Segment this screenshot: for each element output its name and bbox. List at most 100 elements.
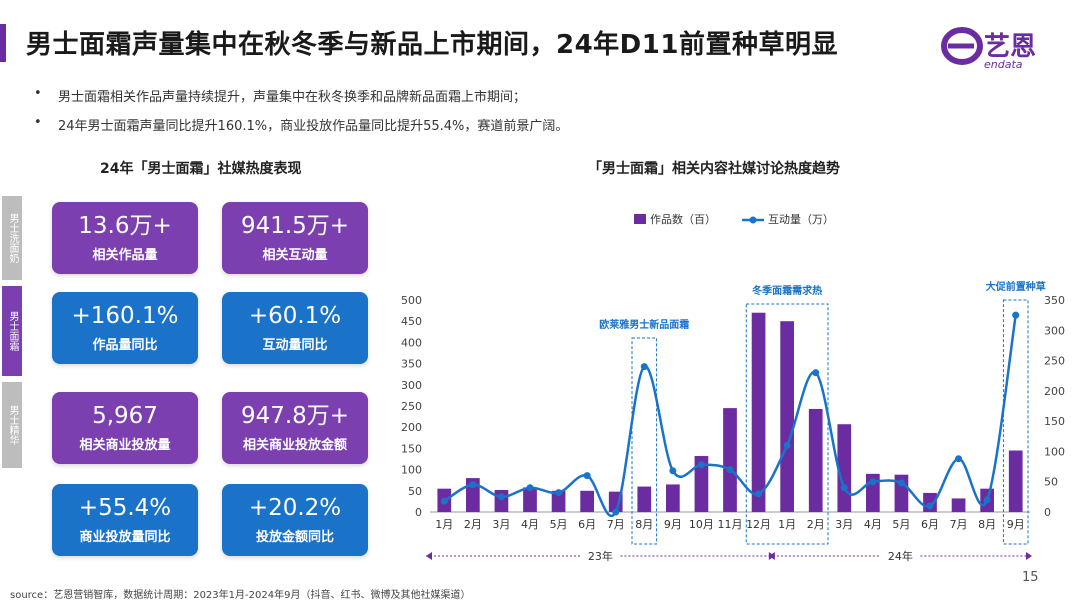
y-right-tick-label: 150 [1044,415,1065,428]
bar [808,408,823,512]
y-left-tick-label: 450 [401,315,422,328]
kpi-card-interactions: 941.5万+ 相关互动量 [222,202,368,274]
line-point [897,479,905,487]
bullet-item: 男士面霜相关作品声量持续提升，声量集中在秋冬换季和品牌新品面霜上市期间； [34,86,568,105]
bar [580,490,594,512]
annotation-box [745,303,829,545]
x-tick-label: 10月 [689,518,714,531]
annotation-label: 大促前置种草 [986,280,1046,293]
summary-bullets: 男士面霜相关作品声量持续提升，声量集中在秋冬换季和品牌新品面霜上市期间； 24年… [34,86,568,144]
line-point [497,493,505,501]
bar [666,484,680,512]
kpi-value: 947.8万+ [240,403,350,429]
x-tick-label: 6月 [578,518,596,531]
x-tick-label: 5月 [892,518,910,531]
kpi-card-ad-amount-yoy: +20.2% 投放金额同比 [222,484,368,556]
line-point [440,497,448,505]
kpi-section-title: 24年「男士面霜」社媒热度表现 [100,161,302,177]
line-point [1012,311,1020,319]
x-tick-label: 12月 [746,518,771,531]
annotation-box [1002,299,1029,545]
y-left-tick-label: 0 [415,506,422,519]
x-tick-label: 9月 [664,518,682,531]
x-tick-label: 9月 [1007,518,1025,531]
bar [1008,450,1023,512]
bar [694,456,709,512]
line-point [583,472,591,480]
legend-bar-swatch [634,214,646,224]
x-tick-label: 8月 [635,518,653,531]
legend-line-label: 互动量（万） [768,213,834,226]
line-point [697,461,705,469]
chart-title: 「男士面霜」相关内容社媒讨论热度趋势 [588,161,840,177]
line-point [612,508,620,516]
legend-line-marker [749,216,757,224]
bar [523,487,537,512]
y-left-tick-label: 200 [401,421,422,434]
y-left-tick-label: 350 [401,358,422,371]
annotation-label: 欧莱雅男士新品面霜 [599,318,689,331]
line-point [812,369,820,377]
x-tick-label: 3月 [492,518,510,531]
bar [751,312,766,512]
x-tick-label: 4月 [521,518,539,531]
x-tick-label: 7月 [950,518,968,531]
y-right-tick-label: 100 [1044,445,1065,458]
line-point [926,502,934,510]
source-note: source：艺恩营销智库，数据统计周期：2023年1月-2024年9月（抖音、… [10,590,471,601]
kpi-card-works: 13.6万+ 相关作品量 [52,202,198,274]
y-right-tick-label: 0 [1044,506,1051,519]
bar [551,490,566,512]
year-range-arrow-left [768,552,775,560]
y-right-tick-label: 300 [1044,324,1065,337]
y-right-tick-label: 200 [1044,385,1065,398]
y-left-tick-label: 400 [401,336,422,349]
kpi-label: 相关商业投放量 [79,438,171,453]
x-tick-label: 5月 [550,518,568,531]
kpi-value: +60.1% [248,303,342,329]
x-tick-label: 4月 [864,518,882,531]
side-tab-mens-cleanser[interactable]: 男士洗面奶 [2,196,22,280]
bullet-item: 24年男士面霜声量同比提升160.1%，商业投放作品量同比提升55.4%，赛道前… [34,115,568,134]
x-tick-label: 1月 [435,518,453,531]
side-tab-mens-serum[interactable]: 男士精华 [2,382,22,468]
x-tick-label: 1月 [778,518,796,531]
kpi-label: 相关作品量 [92,248,158,263]
kpi-label: 相关互动量 [262,248,328,263]
year-group-label: 23年 [588,549,613,563]
line-point [726,466,734,474]
kpi-value: +20.2% [248,495,342,521]
line-point [869,478,877,486]
kpi-value: 941.5万+ [240,213,350,239]
kpi-value: +160.1% [71,303,179,329]
x-tick-label: 11月 [718,518,743,531]
logo-text: 艺恩 [984,32,1037,62]
y-left-tick-label: 150 [401,442,422,455]
endata-logo-icon [941,27,983,65]
bar [837,424,852,512]
kpi-label: 互动量同比 [262,338,328,353]
kpi-card-ad-count-yoy: +55.4% 商业投放量同比 [52,484,198,556]
y-right-tick-label: 350 [1044,294,1065,307]
year-range-arrow-left [426,552,432,560]
title-accent-bar [0,24,6,62]
x-tick-label: 7月 [607,518,625,531]
x-tick-label: 6月 [921,518,939,531]
line-point [983,496,991,504]
y-left-tick-label: 300 [401,379,422,392]
logo-subtext: endata [984,58,1023,71]
y-right-tick-label: 250 [1044,355,1065,368]
bar [637,486,652,512]
line-point [955,455,963,463]
x-tick-label: 2月 [807,518,825,531]
brand-logo: 艺恩 endata [940,22,1060,78]
bar [951,498,966,512]
side-tab-mens-cream[interactable]: 男士面霜 [2,286,22,376]
annotation-box [631,337,658,545]
kpi-label: 商业投放量同比 [79,530,171,545]
kpi-card-ad-count: 5,967 相关商业投放量 [52,392,198,464]
y-left-tick-label: 50 [408,485,422,498]
line-point [640,363,648,371]
kpi-value: +55.4% [78,495,172,521]
x-tick-label: 8月 [978,518,996,531]
